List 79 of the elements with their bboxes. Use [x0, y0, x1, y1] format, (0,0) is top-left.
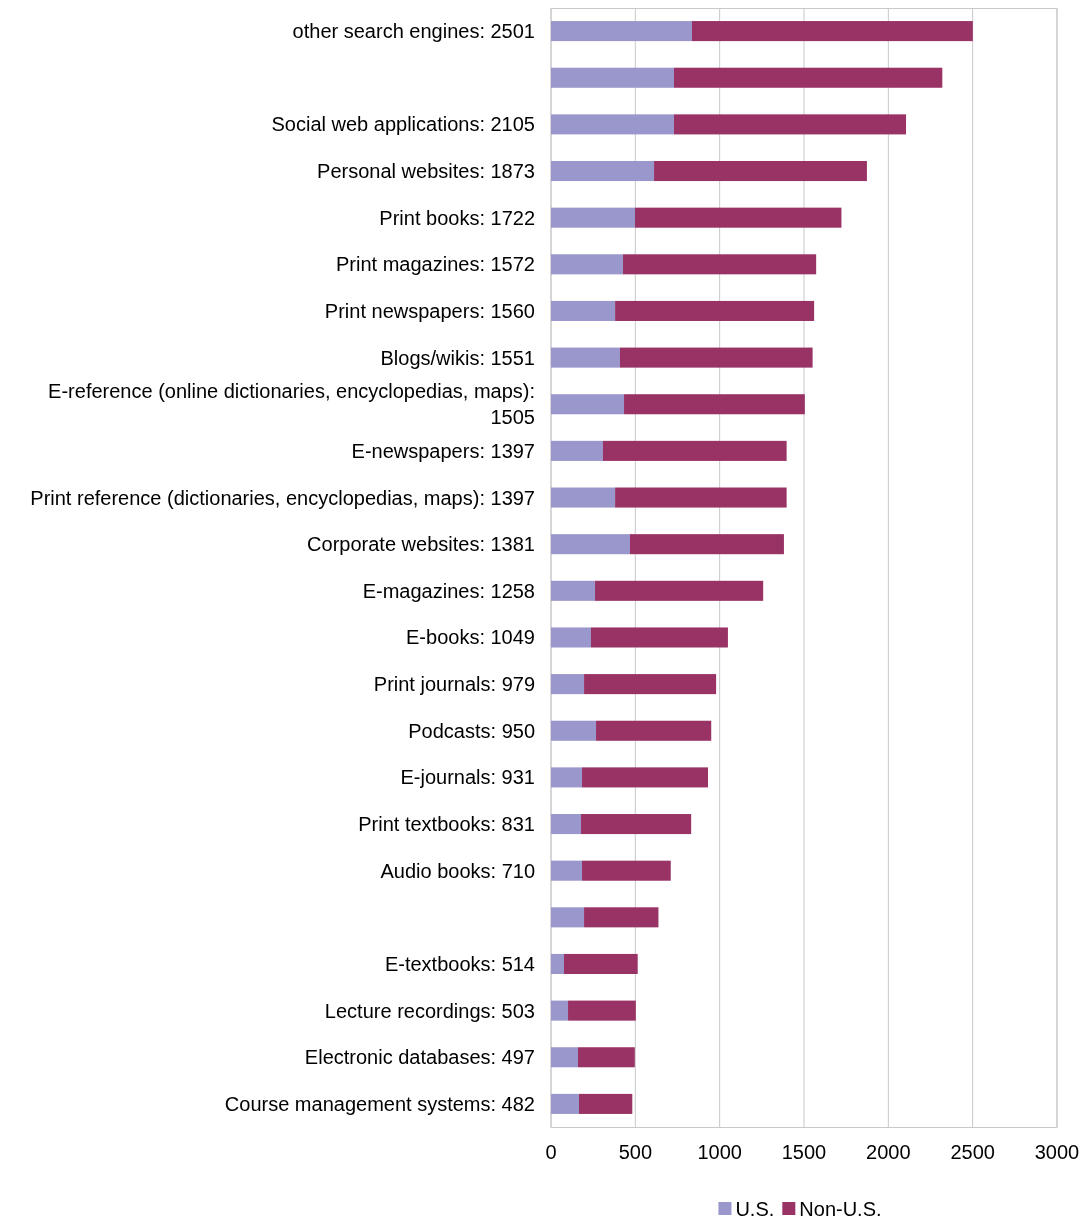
bar	[551, 114, 674, 135]
bar	[551, 907, 585, 928]
bar	[581, 814, 692, 835]
bar	[579, 1093, 633, 1114]
bar	[551, 1000, 569, 1021]
y-tick-label: E-books: 1049	[406, 626, 535, 649]
y-tick-label: Print newspapers: 1560	[324, 299, 535, 322]
x-tick-label: 1000	[697, 1141, 742, 1163]
bar	[654, 160, 867, 182]
bar	[673, 114, 907, 135]
bar	[623, 254, 817, 275]
y-tick-label: Blogs/wikis: 1551	[380, 346, 535, 369]
y-tick-label: E-newspapers: 1397	[351, 439, 535, 462]
x-tick-label: 3000	[1034, 1141, 1080, 1163]
y-tick-label: Print reference (dictionaries, encyclopedias, maps): 1397	[30, 486, 535, 509]
bar	[551, 67, 674, 88]
bar	[692, 21, 973, 42]
bar	[551, 580, 596, 601]
bar	[551, 300, 616, 321]
y-tick-label: E-journals: 931	[400, 766, 535, 789]
bar	[551, 720, 597, 741]
bar	[584, 907, 659, 928]
bar	[568, 1000, 636, 1021]
bar	[673, 67, 943, 88]
bar	[551, 767, 583, 788]
y-tick-label: Print books: 1722	[379, 206, 535, 229]
bar	[615, 487, 787, 508]
bar	[563, 953, 638, 975]
legend-label: U.S.	[735, 1198, 775, 1219]
legend-label: Non-U.S.	[799, 1198, 882, 1219]
bar	[582, 860, 671, 881]
bar	[624, 394, 805, 415]
y-tick-label: E-reference (online dictionaries, encyclopedias, maps): 1505	[48, 380, 535, 429]
y-tick-label: Print magazines: 1572	[335, 253, 535, 276]
bar	[551, 440, 603, 461]
y-tick-label: Print textbooks: 831	[358, 813, 535, 836]
bar	[615, 300, 815, 321]
y-tick-label: Lecture recordings: 503	[324, 999, 535, 1022]
bar	[629, 534, 784, 555]
bar	[551, 1047, 578, 1068]
bar	[619, 347, 813, 368]
x-tick-label: 0	[545, 1141, 557, 1163]
y-tick-label: Social web applications: 2105	[271, 113, 535, 136]
x-tick-label: 1500	[781, 1141, 827, 1163]
y-tick-label: Print journals: 979	[373, 673, 535, 696]
bar	[551, 953, 564, 975]
y-tick-label: Electronic databases: 497	[304, 1046, 535, 1069]
y-tick-label: Podcasts: 950	[408, 719, 535, 742]
bar	[551, 394, 625, 415]
bar	[590, 627, 728, 648]
bar	[577, 1047, 635, 1068]
bar	[551, 347, 620, 368]
y-tick-label: other search engines: 2501	[292, 20, 535, 43]
y-tick-label: Personal websites: 1873	[317, 160, 535, 183]
bar	[595, 580, 764, 601]
bar	[551, 860, 583, 881]
bar	[551, 1093, 579, 1114]
y-tick-label: E-textbooks: 514	[384, 952, 535, 975]
x-tick-label: 2500	[950, 1141, 995, 1163]
bar	[582, 767, 709, 788]
bar	[635, 207, 842, 228]
bar	[551, 254, 624, 275]
y-tick-label: Audio books: 710	[380, 859, 535, 882]
bar	[551, 814, 582, 835]
bar	[596, 720, 712, 741]
y-tick-label: Corporate websites: 1381	[307, 533, 535, 556]
y-tick-label: E-magazines: 1258	[362, 579, 535, 602]
bar	[584, 674, 717, 695]
bar	[551, 627, 591, 648]
x-tick-label: 2000	[866, 1141, 911, 1163]
bar	[551, 534, 630, 555]
bar	[551, 207, 635, 228]
bar	[551, 21, 693, 42]
y-tick-label: Course management systems: 482	[224, 1092, 535, 1115]
x-tick-label: 500	[618, 1141, 653, 1163]
bar	[551, 160, 655, 182]
bar	[602, 440, 787, 461]
bar	[551, 674, 585, 695]
bar	[551, 487, 616, 508]
